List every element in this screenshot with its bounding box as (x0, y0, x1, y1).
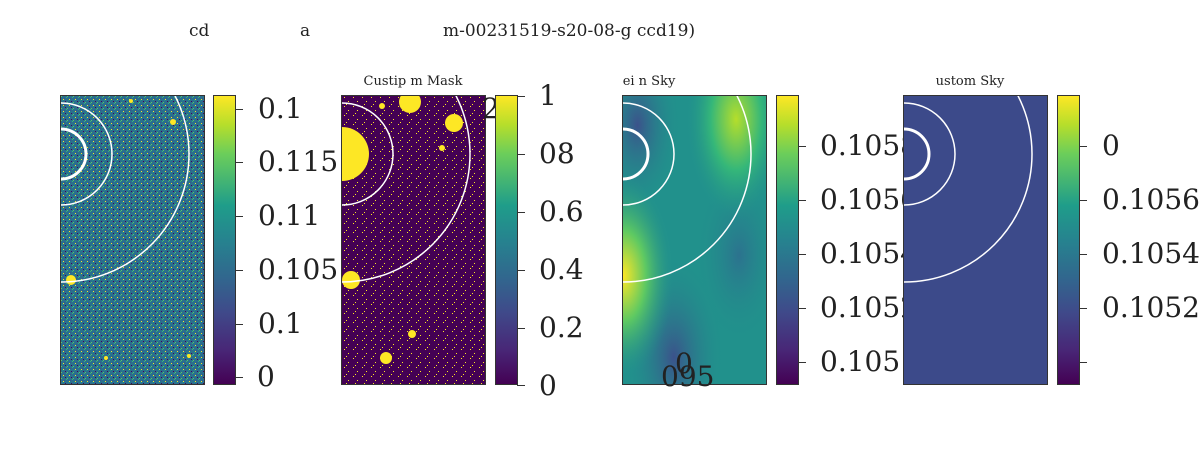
colorbar-1 (213, 95, 243, 385)
figure-title-part-3: m-00231519-s20-08-g ccd19) (443, 21, 696, 41)
colorbar-2-tick-label: 0 (539, 369, 557, 402)
heatmap-image-panel (60, 95, 205, 385)
colorbar-2 (495, 95, 525, 386)
colorbar-4-tick-label: 0 (1102, 129, 1120, 162)
colorbar-1-tick-label: 0.115 (258, 145, 339, 178)
panel-2-title: Custip m Mask (363, 74, 463, 89)
colorbar-1-tick-label: 0.11 (258, 199, 321, 232)
heatmap-median-sky-panel (622, 95, 767, 385)
colorbar-3 (776, 95, 806, 385)
heatmap-custom-sky-svg (904, 96, 1047, 384)
colorbar-2-tick-label: 0.4 (539, 253, 584, 286)
colorbar-1-tick-label: 0.105 (258, 253, 339, 286)
colorbar-4 (1057, 95, 1087, 385)
heatmap-custom-sky-panel (903, 95, 1048, 385)
colorbar-4-tick-label: 0.1056 (1102, 183, 1200, 216)
heatmap-image-svg (61, 96, 204, 384)
panel-4-title: ustom Sky (935, 74, 1005, 89)
colorbar-4-tick-label: 0.1052 (1102, 291, 1200, 324)
colorbar-4-tick-label: 0.1054 (1102, 237, 1200, 270)
colorbar-2-tick-label: 1 (539, 79, 557, 112)
colorbar-2-tick-label: 08 (539, 137, 575, 170)
colorbar-1-tick-label: 0.1 (258, 307, 303, 340)
colorbar-1-tick-label: 0 (257, 360, 275, 393)
heatmap-mask-panel (341, 95, 486, 385)
colorbar-3-tick-label: 0.1056 (820, 183, 918, 216)
panel-3-overlap-text: 0 (675, 347, 693, 380)
colorbar-3-tick-label: 0.1058 (820, 129, 918, 162)
figure-title-part-1: cd (189, 21, 210, 41)
colorbar-3-tick-label: 0.105 (820, 345, 901, 378)
heatmap-median-sky-svg (623, 96, 766, 384)
figure-title-part-2: a (300, 21, 311, 41)
colorbar-2-tick-label: 0.6 (539, 195, 584, 228)
colorbar-1-tick-label: 0.1 (258, 92, 303, 125)
panel-3-overlap-text: 095 (661, 360, 715, 393)
heatmap-mask-svg (342, 96, 485, 384)
colorbar-3-tick-label: 0.1052 (820, 291, 918, 324)
colorbar-2-tick-label: 0.2 (539, 311, 584, 344)
panel-3-title: ei n Sky (622, 74, 676, 89)
colorbar-3-tick-label: 0.1054 (820, 237, 918, 270)
